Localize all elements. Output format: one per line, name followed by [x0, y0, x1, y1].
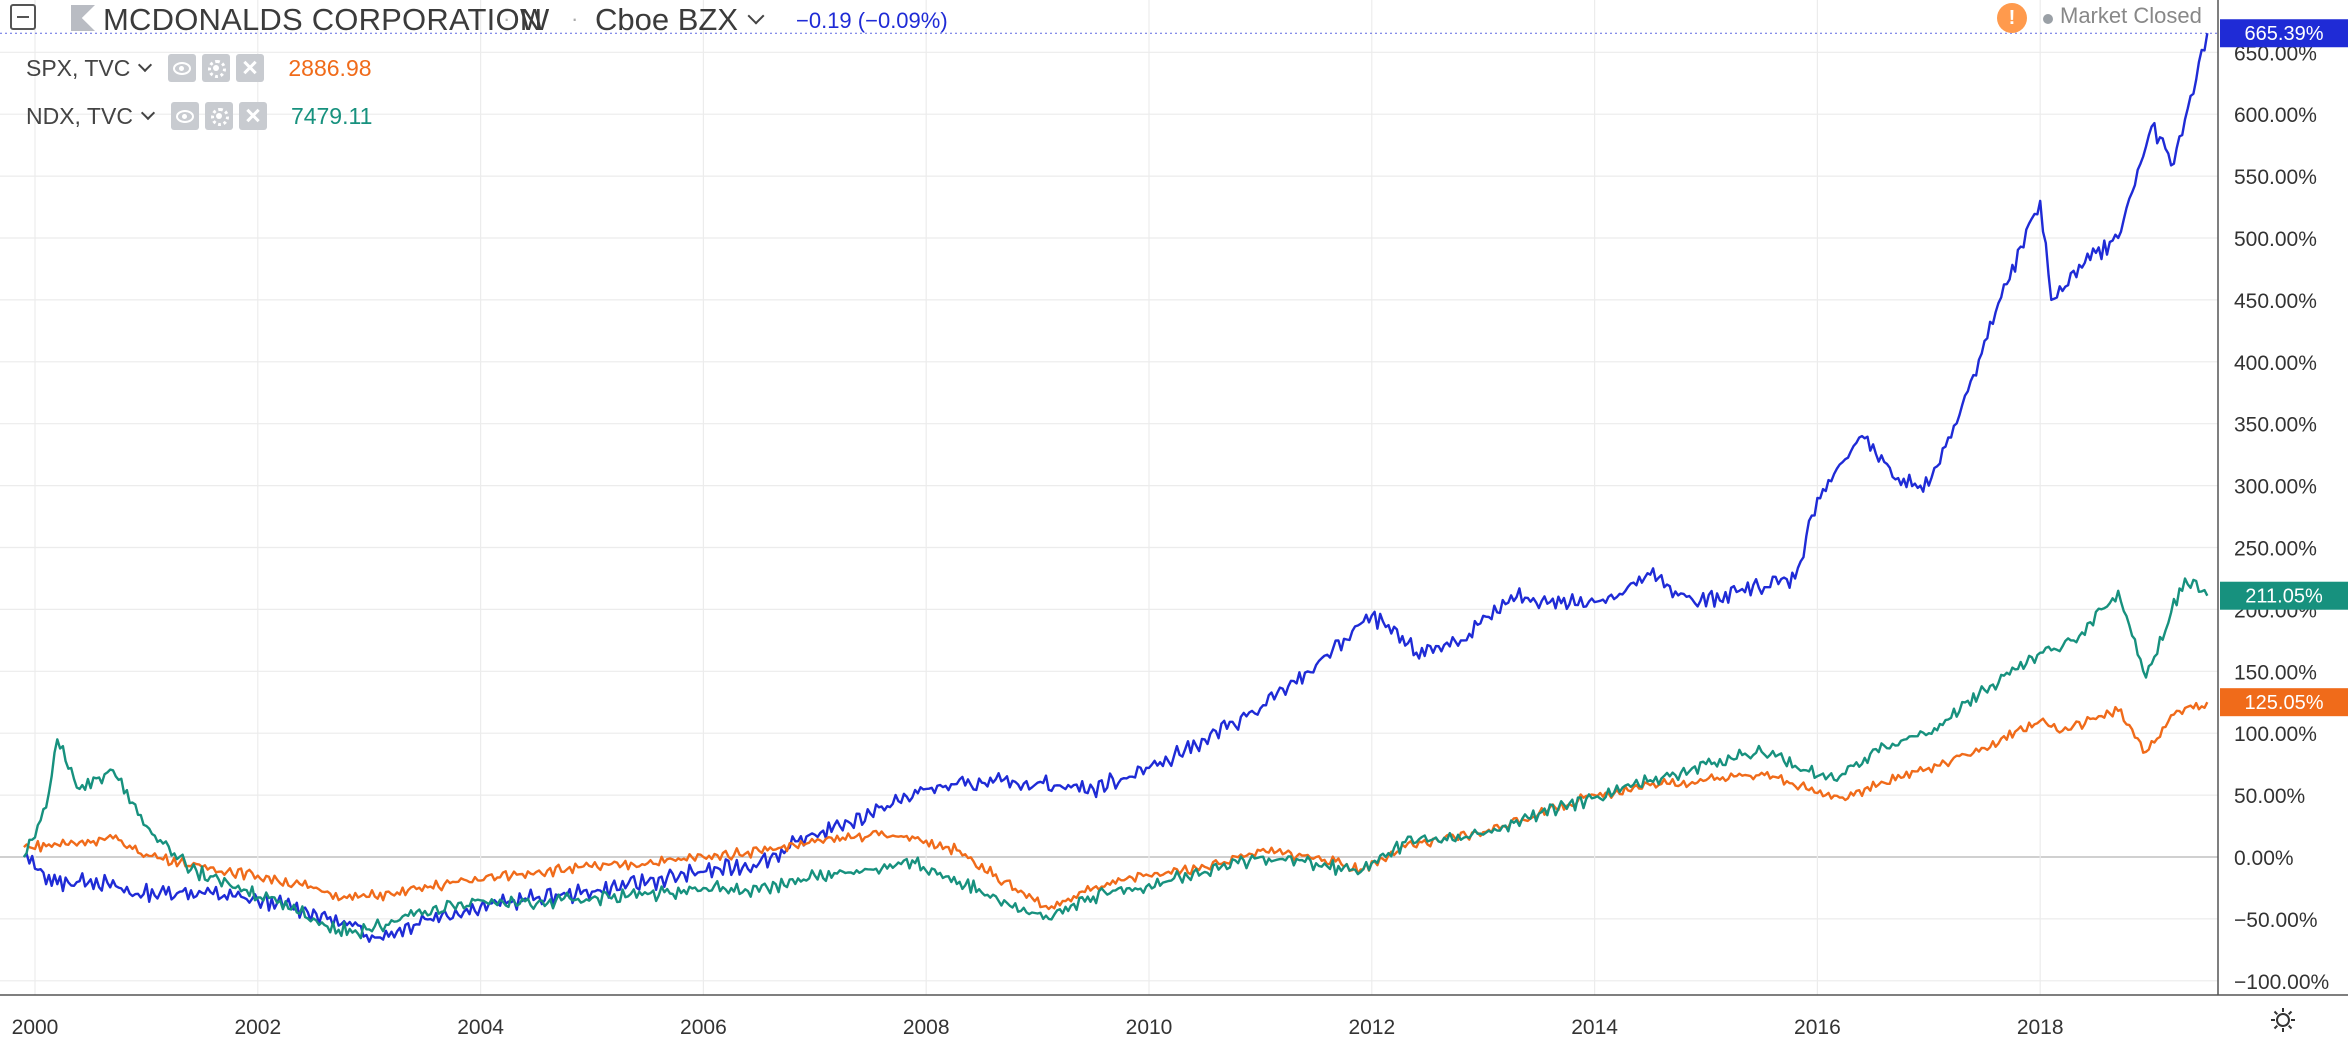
gear-icon[interactable] — [204, 102, 233, 130]
separator-dot: · — [571, 6, 579, 31]
last-value-tag-mcd — [2220, 19, 2348, 48]
settings-icon[interactable] — [2270, 1007, 2296, 1033]
y-tick-label: 650.00% — [2234, 42, 2317, 65]
legend-value: 2886.98 — [288, 54, 372, 81]
y-tick-label: 400.00% — [2234, 352, 2317, 375]
legend-name[interactable]: NDX, TVC — [26, 102, 133, 129]
x-tick-label: 2012 — [1348, 1016, 1395, 1039]
y-tick-label: 350.00% — [2234, 414, 2317, 437]
y-tick-label: 0.00% — [2234, 847, 2294, 870]
chevron-down-icon — [747, 7, 765, 25]
last-value-label-spx: 125.05% — [2245, 692, 2324, 714]
y-tick-label: −50.00% — [2234, 909, 2318, 932]
close-icon[interactable] — [238, 102, 267, 130]
symbol-title[interactable]: MCDONALDS CORPORATION — [103, 2, 543, 37]
last-value-label-ndx: 211.05% — [2245, 586, 2323, 608]
x-tick-label: 2016 — [1794, 1016, 1841, 1039]
price-change: −0.19 (−0.09%) — [796, 8, 948, 33]
y-tick-label: 100.00% — [2234, 723, 2317, 746]
legend-name[interactable]: SPX, TVC — [26, 54, 131, 81]
legend-item-spx[interactable]: SPX, TVC 2886.98 — [26, 52, 372, 84]
legend-value: 7479.11 — [290, 102, 373, 129]
x-tick-label: 2008 — [903, 1016, 950, 1039]
y-tick-label: 50.00% — [2234, 785, 2305, 808]
gear-icon[interactable] — [202, 54, 231, 82]
x-tick-label: 2000 — [12, 1016, 59, 1039]
y-tick-label: 250.00% — [2234, 538, 2317, 561]
x-tick-label: 2004 — [457, 1016, 504, 1039]
warning-icon[interactable]: ! — [1997, 3, 2027, 33]
close-icon[interactable] — [236, 54, 265, 82]
interval-label[interactable]: W — [520, 2, 550, 37]
y-tick-label: −100.00% — [2234, 971, 2329, 994]
y-tick-label: 550.00% — [2234, 166, 2317, 189]
exchange-text: Cboe BZX — [595, 2, 739, 37]
series-line-spx — [23, 701, 2209, 911]
last-value-labels: 665.39% 125.05% 211.05% — [0, 19, 2348, 717]
legend-item-ndx[interactable]: NDX, TVC 7479.11 — [26, 100, 372, 132]
x-tick-label: 2002 — [234, 1016, 281, 1039]
y-tick-label: 150.00% — [2234, 661, 2317, 684]
eye-icon[interactable] — [170, 102, 199, 130]
x-tick-label: 2006 — [680, 1016, 727, 1039]
y-tick-label: 500.00% — [2234, 228, 2317, 251]
market-status[interactable]: Market Closed — [2060, 3, 2202, 28]
market-status-dot — [2043, 14, 2053, 24]
separator-dot: · — [503, 6, 511, 31]
series-line-mcd — [22, 33, 2209, 943]
last-value-label-mcd: 665.39% — [2245, 23, 2324, 45]
eye-icon[interactable] — [168, 54, 197, 82]
series-line-ndx — [22, 577, 2209, 940]
chart-grid — [0, 0, 2218, 995]
last-value-tag-spx — [2220, 688, 2348, 717]
y-tick-label: 450.00% — [2234, 290, 2317, 313]
last-value-tag-ndx — [2220, 581, 2348, 610]
y-tick-label: 300.00% — [2234, 476, 2317, 499]
chart-series — [22, 33, 2209, 943]
x-tick-label: 2018 — [2017, 1016, 2064, 1039]
y-tick-label: 600.00% — [2234, 104, 2317, 127]
x-tick-label: 2010 — [1126, 1016, 1173, 1039]
x-tick-label: 2014 — [1571, 1016, 1618, 1039]
chevron-down-icon[interactable] — [140, 105, 156, 121]
collapse-icon[interactable] — [10, 4, 36, 30]
chevron-down-icon[interactable] — [138, 57, 153, 73]
exchange-label[interactable]: Cboe BZX — [595, 2, 765, 38]
